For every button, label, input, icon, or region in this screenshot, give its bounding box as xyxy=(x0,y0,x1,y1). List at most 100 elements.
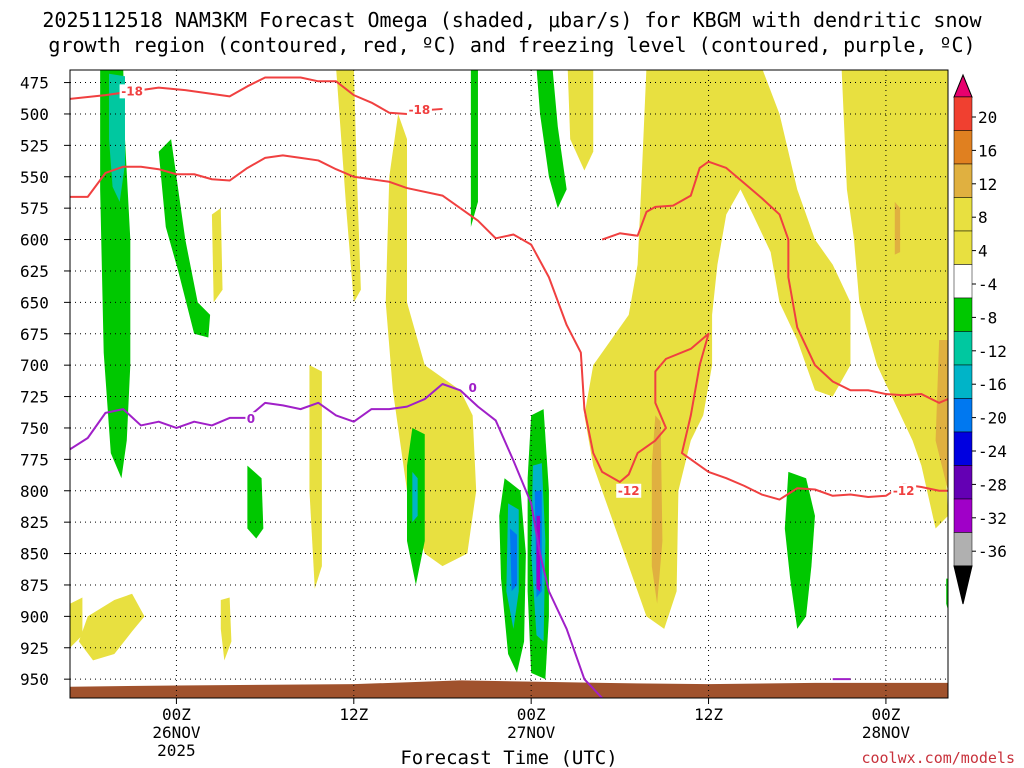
colorbar-top-arrow xyxy=(953,73,973,98)
chart-title-line-2: growth region (contoured, red, ºC) and f… xyxy=(48,33,975,57)
freezing-level-contour xyxy=(70,383,603,698)
x-tick-label: 00Z xyxy=(871,705,900,724)
terrain-fill xyxy=(70,680,948,698)
x-tick-label: 27NOV xyxy=(507,723,556,742)
colorbar-segment xyxy=(953,431,973,466)
omega-area-3 xyxy=(247,465,264,539)
y-tick-label: 800 xyxy=(20,482,49,501)
colorbar-segment xyxy=(953,465,973,500)
y-tick-label: 600 xyxy=(20,231,49,250)
colorbar-label: -32 xyxy=(978,509,1007,528)
x-axis-label: Forecast Time (UTC) xyxy=(400,747,617,768)
y-tick-label: 700 xyxy=(20,356,49,375)
x-tick-label: 12Z xyxy=(339,705,368,724)
omega-area-26 xyxy=(894,201,901,255)
colorbar-legend: 20 16 12 8 4 -4 -8 -12 -16 -20 -24 -28 -32 -36 xyxy=(953,73,1007,605)
colorbar-label: -12 xyxy=(978,342,1007,361)
omega-area-27 xyxy=(784,471,815,629)
omega-area-10 xyxy=(70,597,83,648)
dgz-minus18-label: -18 xyxy=(121,84,143,98)
y-tick-label: 525 xyxy=(20,136,49,155)
contour-layer: -18 -18 -12 -12 0 0 xyxy=(70,76,948,698)
colorbar-segment xyxy=(953,364,973,399)
y-tick-label: 875 xyxy=(20,576,49,595)
x-tick-label: 12Z xyxy=(694,705,723,724)
y-tick-label: 900 xyxy=(20,607,49,626)
colorbar-label: -20 xyxy=(978,409,1007,428)
y-tick-label: 925 xyxy=(20,639,49,658)
colorbar-label: -16 xyxy=(978,375,1007,394)
contour-label-bg xyxy=(119,84,145,99)
y-tick-label: 675 xyxy=(20,325,49,344)
dgz-minus12-lower-label: -12 xyxy=(618,484,640,498)
freezing-level-label: 0 xyxy=(247,412,255,426)
x-tick-label: 2025 xyxy=(157,741,196,760)
colorbar-label: -28 xyxy=(978,475,1007,494)
colorbar-label: 4 xyxy=(978,242,988,261)
x-tick-label: 00Z xyxy=(517,705,546,724)
omega-area-4 xyxy=(336,70,361,303)
colorbar-label: 8 xyxy=(978,208,988,227)
omega-area-6 xyxy=(309,365,322,589)
colorbar-segment xyxy=(953,230,973,265)
colorbar-segment xyxy=(953,331,973,366)
colorbar-segment xyxy=(953,297,973,332)
dgz-minus12-upper-contour xyxy=(70,154,948,501)
omega-area-11 xyxy=(220,597,232,661)
y-tick-label: 475 xyxy=(20,74,49,93)
contour-label-bg xyxy=(891,483,917,498)
omega-area-12 xyxy=(470,70,478,227)
x-tick-label: 28NOV xyxy=(862,723,911,742)
omega-area-13 xyxy=(536,70,567,209)
dgz-minus12-lower-label: -12 xyxy=(893,484,915,498)
colorbar-label: 20 xyxy=(978,108,997,127)
contour-label-bg xyxy=(616,483,642,498)
y-tick-label: 625 xyxy=(20,262,49,281)
colorbar-segment xyxy=(953,532,973,567)
colorbar-segment xyxy=(953,130,973,165)
y-tick-label: 850 xyxy=(20,545,49,564)
y-axis: 475 500 525 550 575 600 625 650 675 700 725 750 775 8… xyxy=(20,74,70,689)
omega-area-25 xyxy=(651,415,663,604)
omega-shading-layer xyxy=(70,70,948,680)
colorbar-label: -4 xyxy=(978,275,997,294)
omega-area-16 xyxy=(509,528,517,592)
colorbar-label: -24 xyxy=(978,442,1007,461)
contour-label-bg xyxy=(406,103,432,118)
plot-frame xyxy=(69,69,949,699)
y-tick-label: 550 xyxy=(20,168,49,187)
omega-area-9 xyxy=(78,593,145,661)
omega-area-8 xyxy=(412,471,418,523)
contour-label-bg xyxy=(245,412,257,427)
terrain-layer xyxy=(70,680,948,698)
y-tick-label: 950 xyxy=(20,670,49,689)
omega-area-5 xyxy=(385,113,477,567)
colorbar-segment xyxy=(953,96,973,131)
y-tick-label: 775 xyxy=(20,450,49,469)
colorbar-label: -8 xyxy=(978,308,997,327)
dgz-minus12-lower-contour xyxy=(601,160,948,404)
colorbar-segment xyxy=(953,163,973,198)
freezing-level-label: 0 xyxy=(468,381,476,395)
omega-area-24 xyxy=(935,340,948,491)
omega-area-2 xyxy=(158,139,211,338)
colorbar-label: 12 xyxy=(978,175,997,194)
colorbar-segment xyxy=(953,197,973,232)
y-tick-label: 575 xyxy=(20,199,49,218)
dgz-minus18-label: -18 xyxy=(409,103,431,117)
y-tick-label: 825 xyxy=(20,513,49,532)
colorbar-label: 16 xyxy=(978,141,997,160)
contour-label-bg xyxy=(467,380,479,395)
y-tick-label: 750 xyxy=(20,419,49,438)
omega-area-23 xyxy=(841,70,948,529)
colorbar-label: -36 xyxy=(978,542,1007,561)
dgz-minus18-contour xyxy=(70,76,443,115)
x-tick-label: 26NOV xyxy=(152,723,201,742)
omega-area-22 xyxy=(567,70,594,171)
colorbar-segment xyxy=(953,498,973,533)
chart-title-line-1: 2025112518 NAM3KM Forecast Omega (shaded… xyxy=(42,8,982,32)
y-tick-label: 725 xyxy=(20,388,49,407)
y-tick-label: 650 xyxy=(20,293,49,312)
